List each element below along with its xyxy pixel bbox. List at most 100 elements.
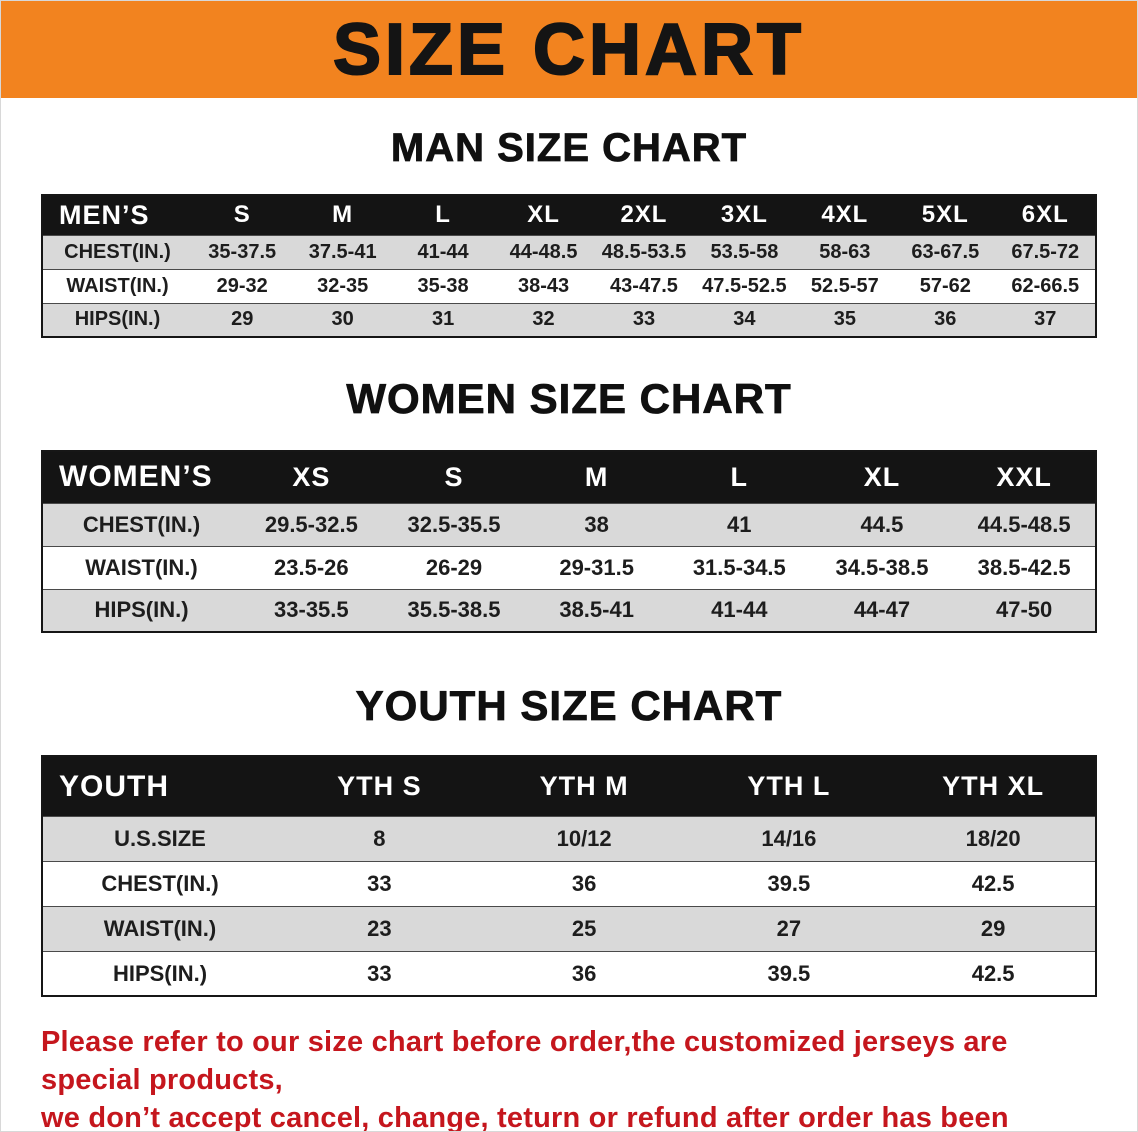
size-column-header: 3XL: [694, 195, 795, 235]
data-cell: 47.5-52.5: [694, 268, 795, 303]
data-cell: 35.5-38.5: [382, 588, 526, 633]
data-cell: 37: [995, 302, 1096, 337]
table-row: HIPS(IN.) 33 36 39.5 42.5: [42, 950, 1096, 997]
table-header-row: MEN’S S M L XL 2XL 3XL 4XL 5XL 6XL: [42, 195, 1096, 235]
data-cell: 33: [277, 950, 482, 997]
data-cell: 27: [686, 905, 892, 952]
table-header-row: WOMEN’S XS S M L XL XXL: [42, 451, 1096, 504]
data-cell: 14/16: [686, 815, 892, 862]
size-column-header: 6XL: [995, 195, 1096, 235]
data-cell: 42.5: [891, 860, 1096, 907]
data-cell: 63-67.5: [895, 234, 996, 269]
data-cell: 48.5-53.5: [593, 234, 695, 269]
youth-section-heading: YOUTH SIZE CHART: [355, 682, 783, 730]
mens-size-table: MEN’S S M L XL 2XL 3XL 4XL 5XL 6XL CHEST(IN.) 35-37…: [41, 194, 1097, 338]
table-row: CHEST(IN.) 35-37.5 37.5-41 41-44 44-48.5 48.5…: [42, 234, 1096, 269]
data-cell: 36: [481, 950, 687, 997]
data-cell: 33-35.5: [240, 588, 383, 633]
banner: SIZE CHART: [1, 1, 1137, 98]
table-row: CHEST(IN.) 29.5-32.5 32.5-35.5 38 41 44.5 44.5…: [42, 502, 1096, 547]
table-row: HIPS(IN.) 29 30 31 32 33 34 35 36 37: [42, 302, 1096, 337]
size-column-header: L: [392, 195, 494, 235]
size-column-header: XL: [810, 451, 954, 504]
data-cell: 57-62: [895, 268, 996, 303]
size-table-grid: YOUTH YTH S YTH M YTH L YTH XL U.S.SIZE 8 10/12…: [41, 755, 1097, 998]
data-cell: 44-48.5: [493, 234, 594, 269]
size-column-header: XXL: [953, 451, 1096, 504]
row-label: CHEST(IN.): [42, 502, 240, 547]
data-cell: 53.5-58: [694, 234, 795, 269]
womens-size-table: WOMEN’S XS S M L XL XXL CHEST(IN.) 29.5-32.5 32.5…: [41, 450, 1097, 634]
size-column-header: 5XL: [895, 195, 996, 235]
data-cell: 35-37.5: [192, 234, 293, 269]
table-row: HIPS(IN.) 33-35.5 35.5-38.5 38.5-41 41-44 44-…: [42, 588, 1096, 633]
size-column-header: M: [525, 451, 668, 504]
data-cell: 29.5-32.5: [240, 502, 383, 547]
data-cell: 18/20: [891, 815, 1096, 862]
table-row: U.S.SIZE 8 10/12 14/16 18/20: [42, 815, 1096, 862]
data-cell: 38-43: [493, 268, 594, 303]
row-label: WAIST(IN.): [42, 905, 277, 952]
data-cell: 67.5-72: [995, 234, 1096, 269]
size-column-header: XL: [493, 195, 594, 235]
data-cell: 35: [794, 302, 896, 337]
data-cell: 38.5-41: [525, 588, 668, 633]
size-column-header: YTH L: [686, 756, 892, 817]
data-cell: 41-44: [667, 588, 811, 633]
data-cell: 34.5-38.5: [810, 545, 954, 590]
data-cell: 36: [895, 302, 996, 337]
data-cell: 52.5-57: [794, 268, 896, 303]
data-cell: 32.5-35.5: [382, 502, 526, 547]
data-cell: 23.5-26: [240, 545, 383, 590]
page-title: SIZE CHART: [332, 9, 805, 90]
size-table-grid: MEN’S S M L XL 2XL 3XL 4XL 5XL 6XL CHEST(IN.) 35-37…: [41, 194, 1097, 338]
data-cell: 39.5: [686, 860, 892, 907]
data-cell: 31.5-34.5: [667, 545, 811, 590]
row-label: HIPS(IN.): [42, 302, 192, 337]
data-cell: 29: [192, 302, 293, 337]
row-label: U.S.SIZE: [42, 815, 277, 862]
data-cell: 23: [277, 905, 482, 952]
data-cell: 10/12: [481, 815, 687, 862]
size-column-header: XS: [240, 451, 383, 504]
data-cell: 35-38: [392, 268, 494, 303]
size-column-header: YTH M: [481, 756, 687, 817]
data-cell: 8: [277, 815, 482, 862]
size-column-header: S: [382, 451, 526, 504]
data-cell: 25: [481, 905, 687, 952]
size-column-header: L: [667, 451, 811, 504]
women-section-heading: WOMEN SIZE CHART: [346, 375, 792, 422]
data-cell: 44.5: [810, 502, 954, 547]
data-cell: 30: [292, 302, 393, 337]
data-cell: 58-63: [794, 234, 896, 269]
size-column-header: M: [292, 195, 393, 235]
data-cell: 39.5: [686, 950, 892, 997]
data-cell: 33: [593, 302, 695, 337]
data-cell: 33: [277, 860, 482, 907]
data-cell: 32-35: [292, 268, 393, 303]
data-cell: 47-50: [953, 588, 1096, 633]
data-cell: 44-47: [810, 588, 954, 633]
table-corner-label: YOUTH: [42, 756, 277, 817]
data-cell: 37.5-41: [292, 234, 393, 269]
data-cell: 38: [525, 502, 668, 547]
row-label: HIPS(IN.): [42, 950, 277, 997]
table-corner-label: WOMEN’S: [42, 451, 240, 504]
row-label: CHEST(IN.): [42, 234, 192, 269]
data-cell: 44.5-48.5: [953, 502, 1096, 547]
data-cell: 34: [694, 302, 795, 337]
disclaimer-line-1: Please refer to our size chart before or…: [41, 1026, 1008, 1097]
men-section-heading: MAN SIZE CHART: [390, 126, 748, 171]
row-label: WAIST(IN.): [42, 268, 192, 303]
size-column-header: S: [192, 195, 293, 235]
data-cell: 29: [891, 905, 1096, 952]
disclaimer-text: Please refer to our size chart before or…: [41, 1023, 1097, 1132]
table-corner-label: MEN’S: [42, 195, 192, 235]
data-cell: 62-66.5: [995, 268, 1096, 303]
disclaimer-line-2: we don’t accept cancel, change, teturn o…: [41, 1102, 1009, 1132]
size-column-header: YTH XL: [891, 756, 1096, 817]
data-cell: 42.5: [891, 950, 1096, 997]
table-row: WAIST(IN.) 23.5-26 26-29 29-31.5 31.5-34.5 34…: [42, 545, 1096, 590]
row-label: CHEST(IN.): [42, 860, 277, 907]
